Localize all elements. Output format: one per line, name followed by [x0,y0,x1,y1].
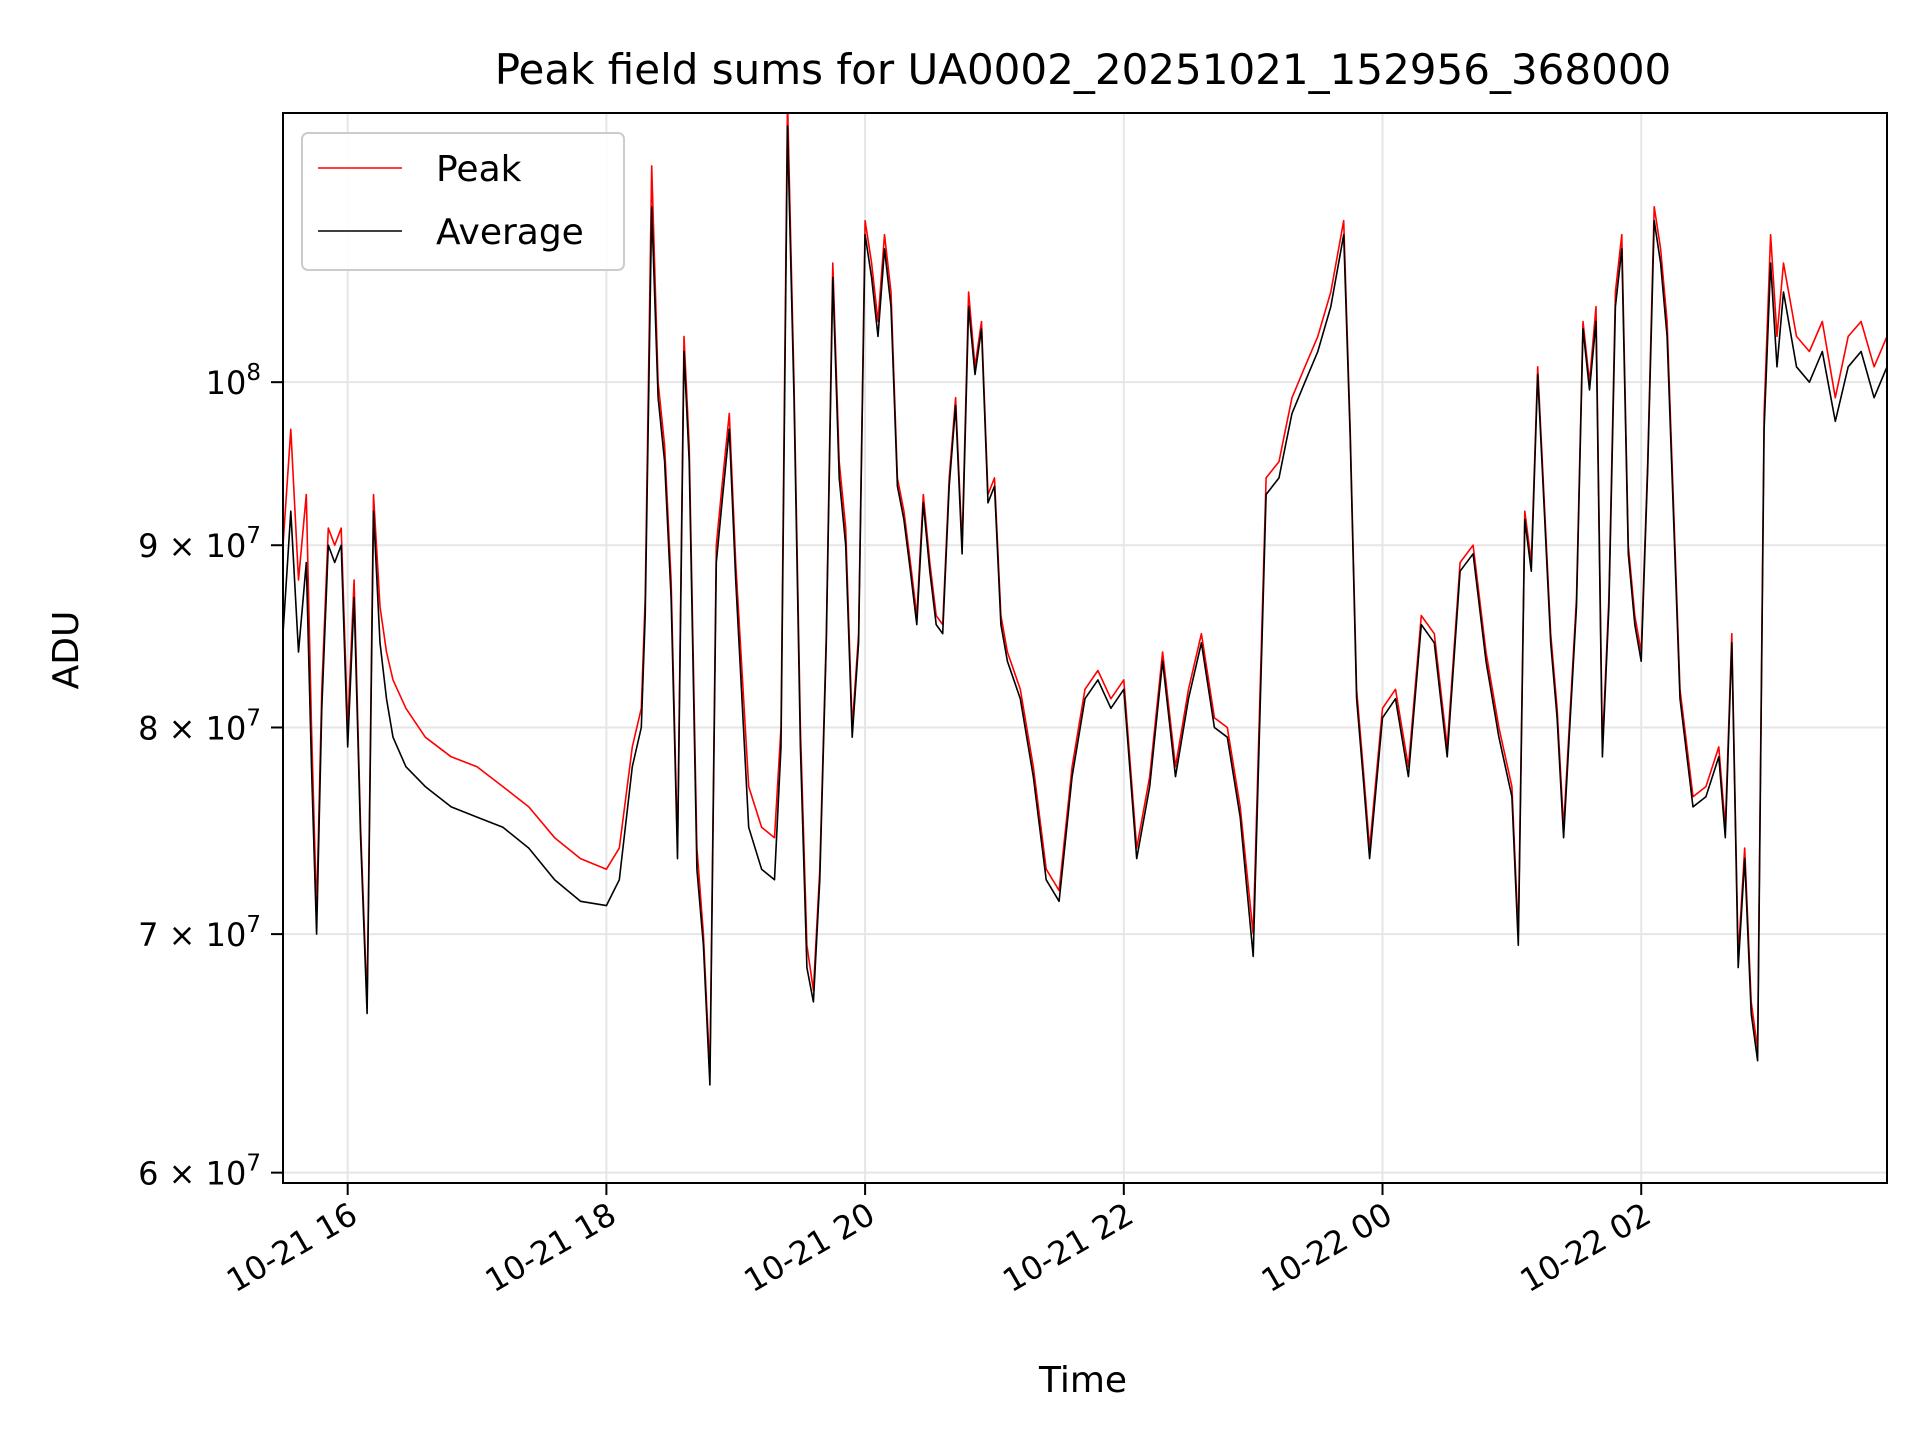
y-tick-label: 6 × 107 [138,1151,261,1193]
x-axis-title: Time [1038,1360,1127,1401]
y-axis: 6 × 107 7 × 107 8 × 107 9 × 107 108 [138,360,283,1193]
y-axis-title: ADU [46,611,87,690]
y-tick-label: 9 × 107 [138,523,261,565]
chart-title: Peak field sums for UA0002_20251021_1529… [495,45,1672,94]
legend-label-peak: Peak [436,149,522,190]
series-line-average [283,125,1887,1086]
y-tick-label: 8 × 107 [138,705,261,747]
y-tick-label: 7 × 107 [138,912,261,954]
legend: Peak Average [301,132,625,271]
y-tick-label: 108 [206,360,261,402]
grid [283,113,1887,1183]
legend-label-average: Average [436,212,584,253]
plot-frame [282,112,1888,1184]
